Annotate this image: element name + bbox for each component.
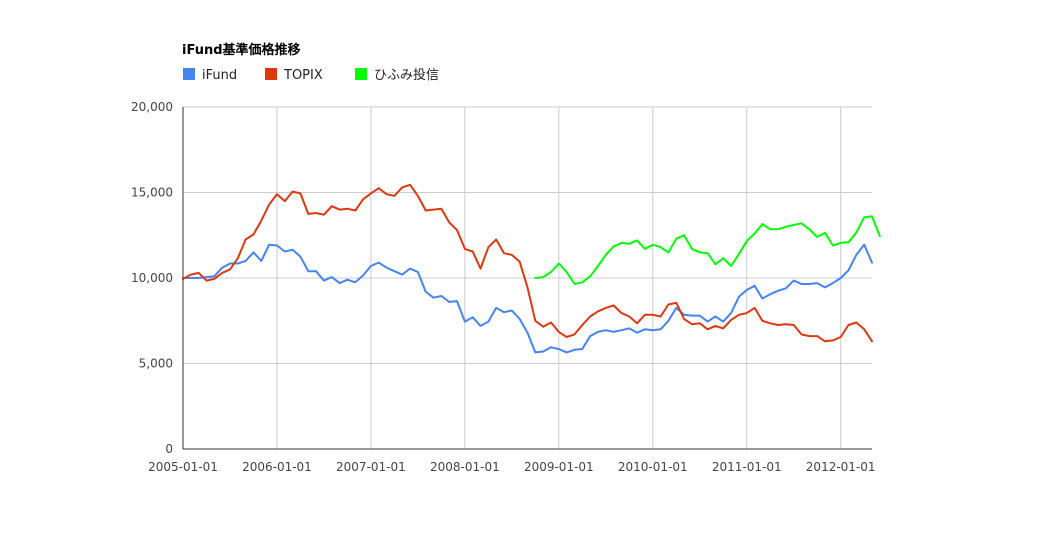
series-line-ifund[interactable]	[182, 243, 873, 354]
y-tick-label: 5,000	[139, 357, 173, 371]
x-tick-label: 2008-01-01	[430, 460, 500, 474]
y-tick-label: 20,000	[131, 100, 173, 114]
legend-item-hifumi[interactable]: ひふみ投信	[355, 67, 439, 83]
y-tick-label: 10,000	[131, 271, 173, 285]
y-tick-label: 0	[165, 442, 173, 456]
x-tick-label: 2007-01-01	[336, 460, 406, 474]
gridlines	[183, 106, 872, 449]
x-tick-label: 2005-01-01	[148, 460, 218, 474]
x-axis-tick-labels: 2005-01-01 2006-01-01 2007-01-01 2008-01-01…	[148, 460, 875, 474]
legend-item-topix[interactable]: TOPIX	[265, 68, 323, 83]
x-tick-label: 2010-01-01	[618, 460, 688, 474]
legend-swatch-ifund	[183, 68, 195, 80]
legend-swatch-topix	[265, 68, 277, 80]
legend-item-ifund[interactable]: iFund	[183, 68, 237, 83]
x-tick-label: 2006-01-01	[242, 460, 312, 474]
series-line-topix[interactable]	[182, 183, 873, 343]
x-tick-label: 2009-01-01	[524, 460, 594, 474]
chart-title: iFund基準価格推移	[182, 42, 301, 58]
axes	[182, 107, 872, 450]
y-tick-label: 15,000	[131, 186, 173, 200]
series-line-hifumi[interactable]	[534, 215, 881, 285]
legend-label-topix: TOPIX	[283, 68, 323, 83]
x-tick-label: 2011-01-01	[712, 460, 782, 474]
series-lines	[182, 183, 881, 354]
legend: iFund TOPIX ひふみ投信	[183, 67, 439, 83]
y-axis-tick-labels: 0 5,000 10,000 15,000 20,000	[131, 100, 173, 456]
legend-label-ifund: iFund	[202, 68, 237, 83]
legend-label-hifumi: ひふみ投信	[374, 67, 439, 83]
legend-swatch-hifumi	[355, 68, 367, 80]
x-tick-label: 2012-01-01	[806, 460, 876, 474]
